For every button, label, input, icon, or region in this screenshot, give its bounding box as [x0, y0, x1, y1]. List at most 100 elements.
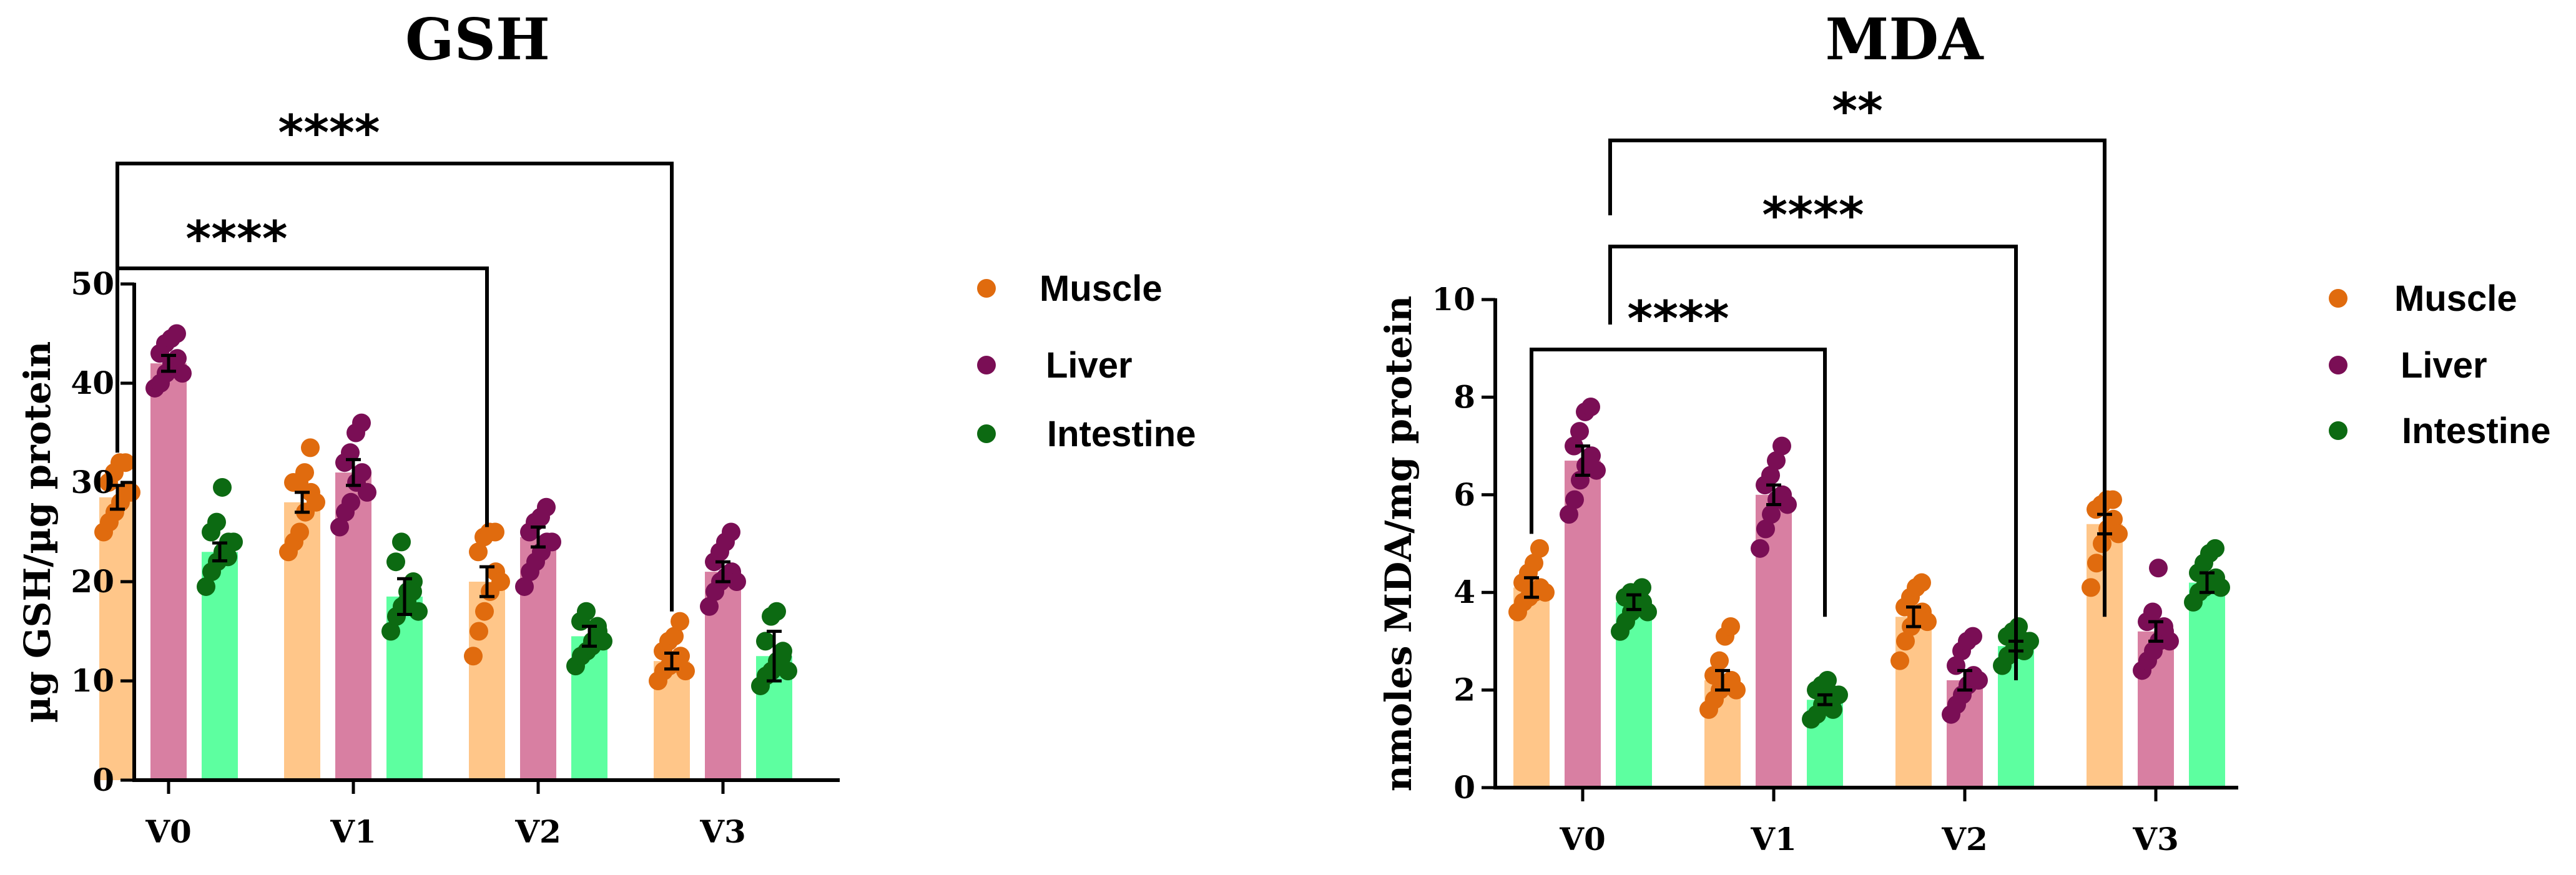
y-axis-label: nmoles MDA/mg protein — [1377, 296, 1420, 792]
intestine-point — [2211, 578, 2230, 597]
y-axis-label: µg GSH/µg protein — [16, 341, 59, 723]
liver-point — [1582, 446, 1601, 466]
significance-bracket — [116, 162, 674, 612]
liver-point — [700, 597, 719, 616]
y-tick-label: 8 — [1453, 378, 1475, 415]
intestine-point — [2009, 617, 2028, 636]
liver-point — [1778, 495, 1797, 514]
muscle-point — [1530, 539, 1549, 558]
significance-label: ** — [1832, 84, 1883, 140]
muscle-point — [301, 438, 320, 457]
liver-point — [1756, 519, 1775, 539]
intestine-point — [1818, 670, 1837, 690]
muscle-point — [671, 647, 690, 666]
liver-bar — [150, 363, 187, 780]
liver-legend-label: Liver — [2401, 345, 2487, 386]
intestine-point — [207, 512, 226, 532]
intestine-legend-marker — [977, 424, 996, 443]
gsh-chart: GSH µg GSH/µg protein 0 10 20 30 40 50 V0 V1 V2 V3 *… — [16, 6, 840, 850]
intestine-point — [381, 622, 400, 641]
liver-point — [2160, 632, 2179, 651]
y-tick-label: 6 — [1453, 476, 1475, 513]
significance-label: **** — [1627, 291, 1729, 348]
muscle-point — [676, 662, 695, 681]
liver-point — [352, 413, 371, 433]
muscle-point — [1710, 651, 1729, 670]
y-tick-label: 50 — [71, 265, 114, 302]
muscle-point — [1525, 554, 1543, 573]
y-tick-label: 40 — [71, 364, 114, 401]
y-tick-label: 20 — [71, 563, 114, 600]
chart-title: MDA — [1826, 6, 1985, 73]
muscle-legend-label: Muscle — [1040, 268, 1163, 309]
intestine-legend-label: Intestine — [1047, 414, 1196, 454]
muscle-point — [2082, 578, 2100, 597]
intestine-point — [213, 477, 232, 497]
muscle-bar — [99, 497, 135, 780]
muscle-point — [469, 622, 488, 641]
muscle-point — [2103, 490, 2122, 509]
liver-point — [1751, 539, 1769, 558]
y-tick-label: 30 — [71, 464, 114, 501]
intestine-point — [1638, 602, 1657, 622]
intestine-point — [224, 532, 243, 552]
x-tick-label: V1 — [330, 813, 376, 850]
intestine-point — [588, 617, 607, 636]
intestine-point — [756, 632, 775, 651]
intestine-point — [197, 577, 215, 596]
liver-point — [515, 577, 534, 596]
muscle-legend-marker — [2329, 289, 2347, 308]
muscle-point — [671, 612, 689, 631]
liver-point — [1762, 505, 1781, 524]
muscle-point — [2109, 524, 2128, 544]
x-tick-label: V0 — [1559, 821, 1606, 858]
muscle-point — [116, 453, 135, 472]
muscle-point — [290, 522, 309, 542]
y-tick-label: 0 — [92, 761, 114, 798]
liver-point — [537, 497, 556, 517]
liver-legend-marker — [2329, 356, 2347, 374]
intestine-point — [594, 632, 612, 651]
liver-legend-label: Liver — [1046, 345, 1133, 386]
muscle-point — [1890, 651, 1909, 670]
muscle-point — [469, 542, 488, 562]
y-tick-label: 10 — [71, 662, 114, 699]
muscle-legend-label: Muscle — [2394, 278, 2517, 319]
intestine-legend-label: Intestine — [2402, 411, 2551, 451]
y-tick-label: 10 — [1432, 281, 1475, 318]
muscle-point — [1918, 612, 1937, 632]
intestine-point — [767, 602, 786, 621]
x-tick-label: V2 — [514, 813, 561, 850]
liver-point — [167, 324, 186, 343]
muscle-point — [1536, 583, 1555, 602]
intestine-point — [773, 647, 792, 666]
significance-bracket — [1608, 139, 2107, 617]
mda-legend: Muscle Liver Intestine — [2329, 278, 2551, 451]
liver-point — [1761, 466, 1780, 485]
liver-point — [2149, 559, 2168, 578]
intestine-bar — [2189, 582, 2225, 788]
liver-point — [353, 463, 371, 482]
significance-label: **** — [1762, 188, 1864, 244]
intestine-point — [392, 532, 411, 552]
muscle-point — [2093, 534, 2111, 553]
x-tick-label: V2 — [1941, 821, 1988, 858]
liver-point — [1767, 451, 1786, 471]
significance-bracket — [1608, 245, 2018, 680]
gsh-legend: Muscle Liver Intestine — [977, 268, 1196, 454]
liver-point — [1570, 422, 1589, 441]
x-tick-label: V3 — [2132, 821, 2179, 858]
intestine-point — [403, 582, 422, 601]
muscle-point — [1896, 632, 1915, 651]
muscle-point — [475, 602, 494, 621]
liver-point — [173, 364, 192, 383]
muscle-point — [1912, 573, 1931, 592]
x-tick-label: V1 — [1750, 821, 1797, 858]
significance-bracket — [116, 266, 489, 527]
intestine-point — [779, 662, 797, 681]
intestine-legend-marker — [2329, 421, 2347, 440]
liver-point — [1969, 670, 1988, 690]
muscle-point — [464, 647, 483, 666]
intestine-point — [1633, 578, 1651, 597]
